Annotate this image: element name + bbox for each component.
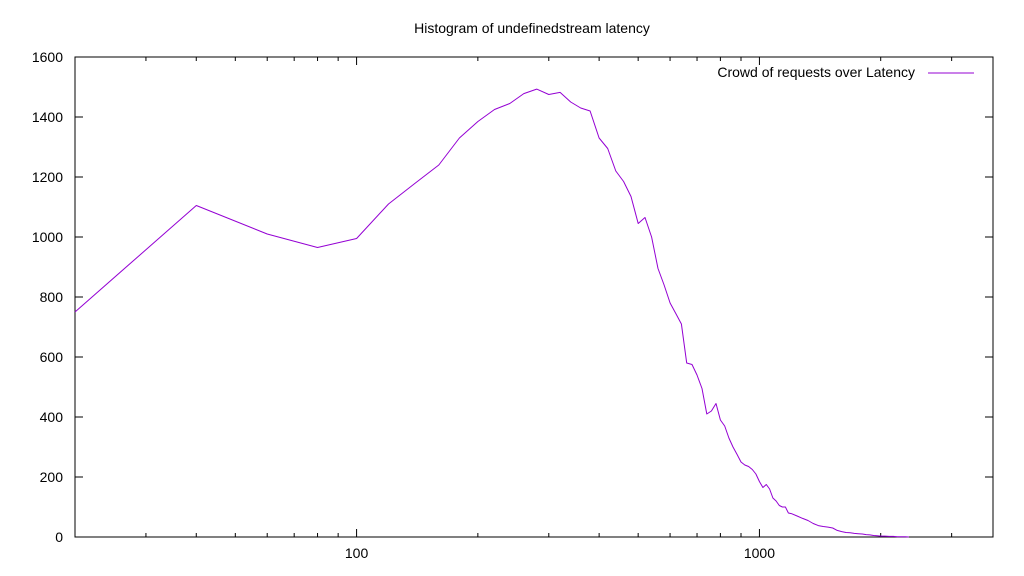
y-tick-label: 1000 xyxy=(32,229,63,245)
y-tick-label: 800 xyxy=(40,289,64,305)
axes-group: 0 200 400 600 800 1000 1200 1400 1600 100 1000 xyxy=(32,49,994,561)
y-tick-label: 0 xyxy=(55,529,63,545)
legend: Crowd of requests over Latency xyxy=(717,64,974,80)
y-tick-label: 400 xyxy=(40,409,64,425)
y-tick-label: 1200 xyxy=(32,169,63,185)
y-tick-label: 600 xyxy=(40,349,64,365)
series-line-0 xyxy=(74,88,909,538)
y-tick-label: 1400 xyxy=(32,109,63,125)
series-layer xyxy=(74,88,909,538)
y-tick-label: 200 xyxy=(40,469,64,485)
chart-title: Histogram of undefinedstream latency xyxy=(414,20,650,36)
x-tick-label: 100 xyxy=(345,545,369,561)
plot-frame xyxy=(74,56,994,538)
y-tick-label: 1600 xyxy=(32,49,63,65)
legend-label: Crowd of requests over Latency xyxy=(717,64,915,80)
x-tick-label: 1000 xyxy=(744,545,775,561)
